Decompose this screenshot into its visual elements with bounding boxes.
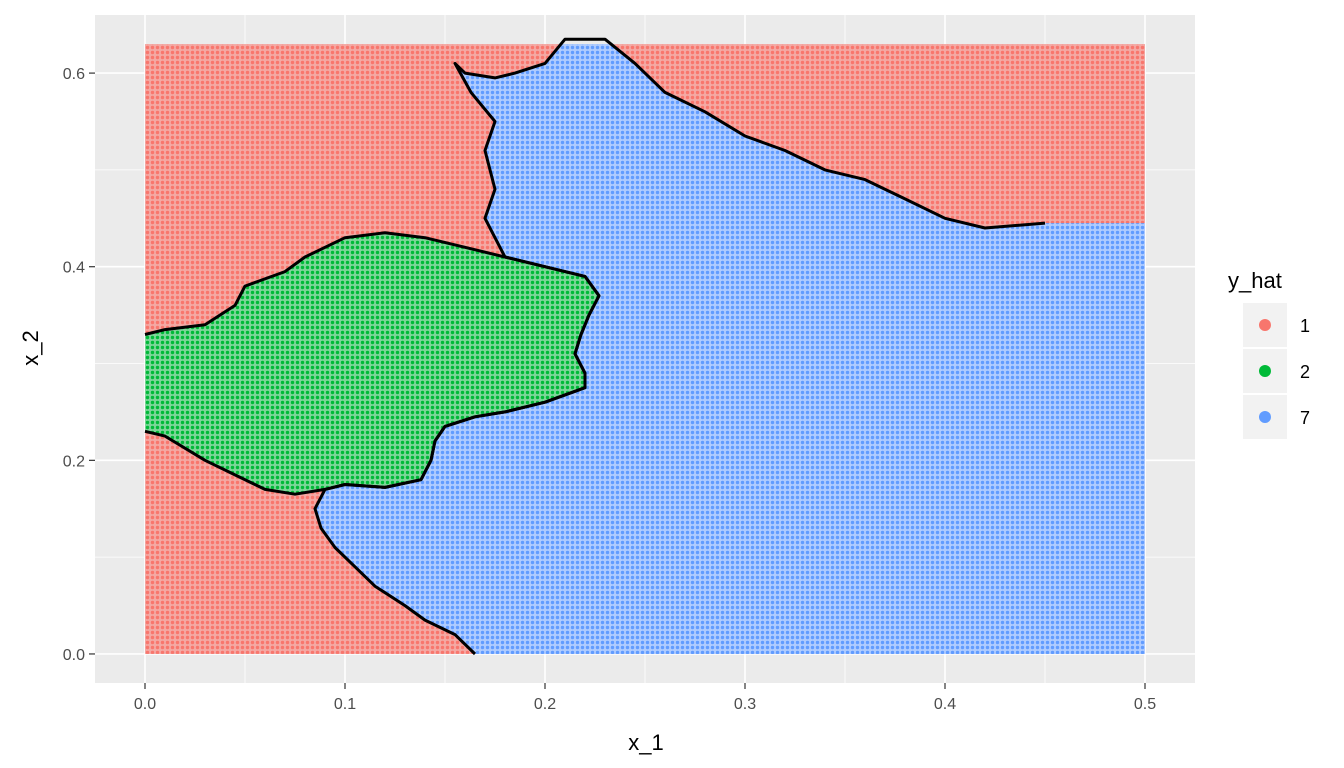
y-tick-label: 0.0: [63, 647, 85, 664]
region-class-7: [315, 44, 1145, 654]
x-axis: 0.0 0.1 0.2 0.3 0.4 0.5: [134, 683, 1156, 713]
y-tick-label: 0.2: [63, 453, 85, 470]
decision-boundaries: [144, 37, 1046, 656]
x-tick-label: 0.5: [1134, 696, 1156, 713]
y-tick-label: 0.6: [63, 66, 85, 83]
x-tick-label: 0.3: [734, 696, 756, 713]
legend-marker-1: [1259, 319, 1271, 331]
legend-label-7: 7: [1300, 408, 1310, 428]
region-class-2: [145, 232, 599, 495]
legend-label-1: 1: [1300, 316, 1310, 336]
y-axis-title: x_2: [18, 330, 43, 365]
x-tick-label: 0.0: [134, 696, 156, 713]
x-axis-title: x_1: [628, 730, 663, 755]
y-axis: 0.0 0.2 0.4 0.6: [63, 66, 95, 664]
legend-marker-2: [1259, 365, 1271, 377]
legend-marker-7: [1259, 411, 1271, 423]
legend: y_hat 1 2 7: [1228, 268, 1310, 439]
x-tick-label: 0.1: [334, 696, 356, 713]
decision-regions: [145, 44, 1145, 654]
y-tick-label: 0.4: [63, 260, 85, 277]
x-tick-label: 0.4: [934, 696, 956, 713]
boundary-line-class-2: [144, 231, 601, 496]
x-tick-label: 0.2: [534, 696, 556, 713]
legend-label-2: 2: [1300, 362, 1310, 382]
legend-title: y_hat: [1228, 268, 1282, 293]
